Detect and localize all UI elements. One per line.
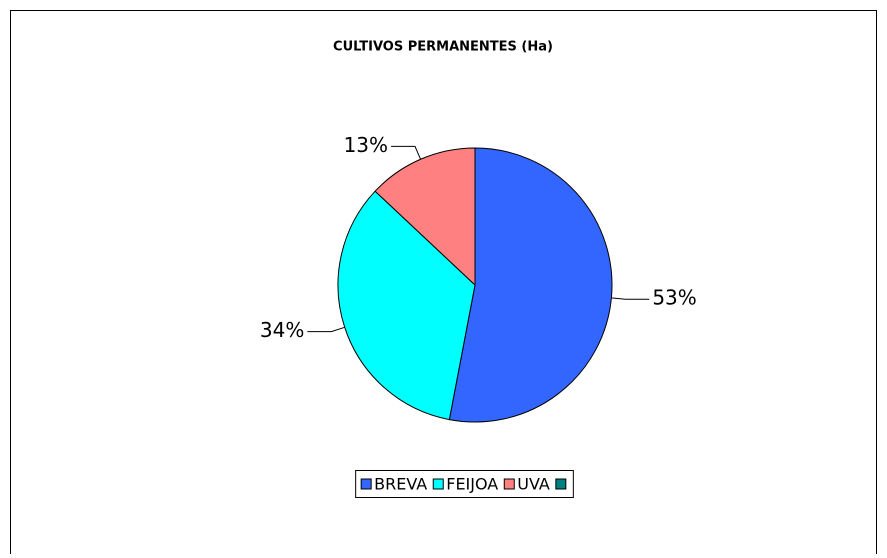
data-label: 34% xyxy=(260,318,304,342)
pie-slice xyxy=(448,147,613,423)
legend-label: BREVA xyxy=(374,475,427,494)
legend-box xyxy=(355,470,574,498)
data-label: 53% xyxy=(652,286,696,310)
legend-swatch xyxy=(432,478,444,490)
pie-slice xyxy=(337,190,476,421)
legend: BREVA FEIJOA UVA xyxy=(355,470,574,498)
legend-label: UVA xyxy=(517,475,550,494)
data-label: 13% xyxy=(344,133,388,157)
legend-swatch xyxy=(503,478,515,490)
leader-line xyxy=(307,326,345,333)
legend-label: FEIJOA xyxy=(446,475,498,494)
legend-swatch xyxy=(555,478,567,490)
chart-title: CULTIVOS PERMANENTES (Ha) xyxy=(333,40,553,55)
leader-line xyxy=(391,145,422,160)
legend-swatch xyxy=(360,478,372,490)
leader-line xyxy=(611,297,650,300)
